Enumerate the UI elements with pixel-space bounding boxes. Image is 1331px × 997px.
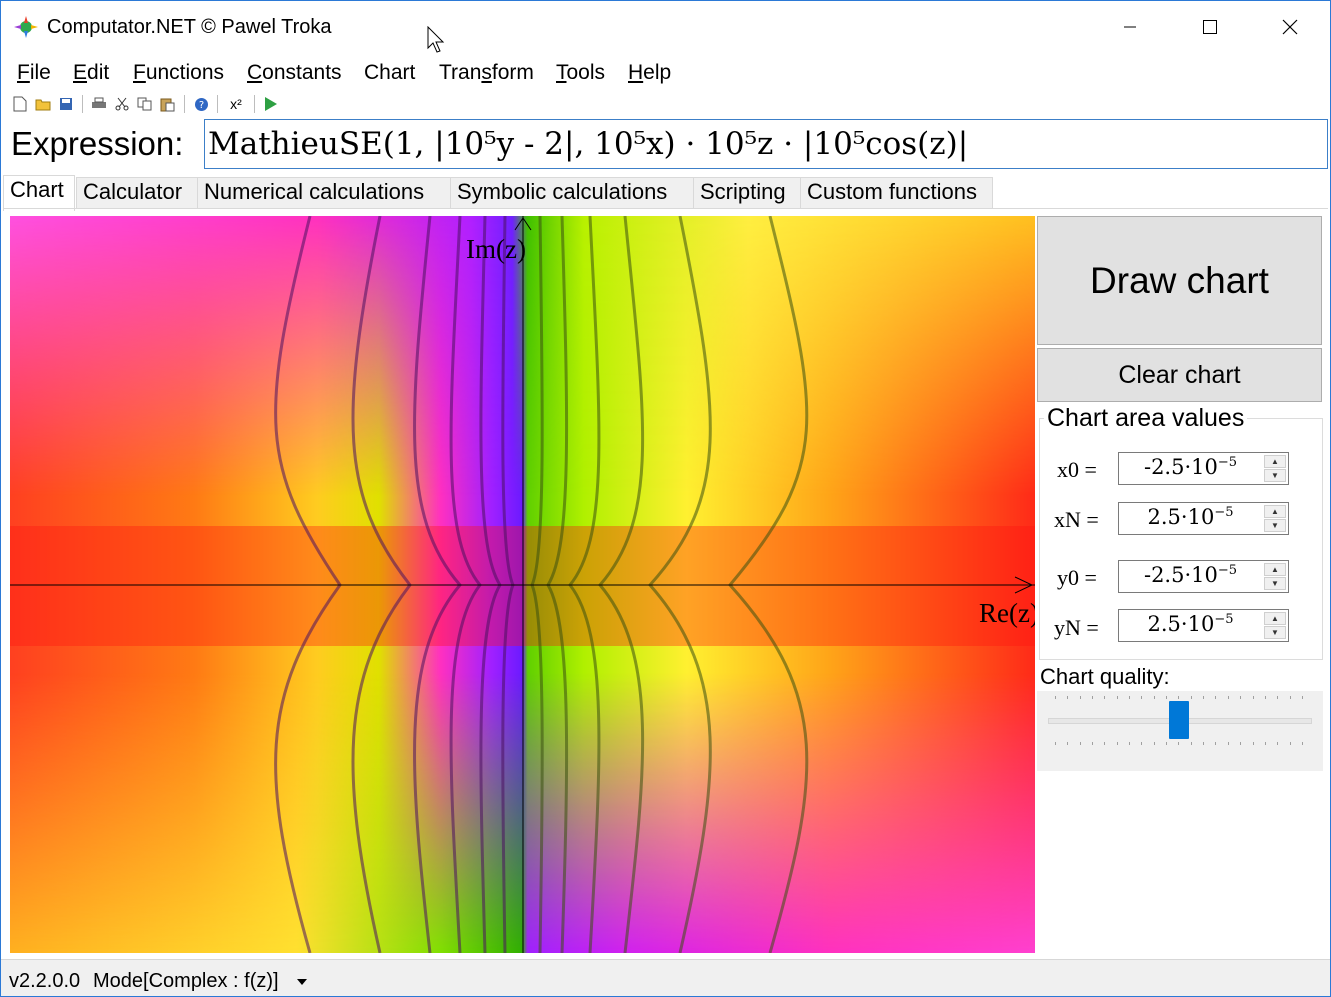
play-icon [265, 97, 277, 111]
tab-calculator[interactable]: Calculator [76, 177, 198, 209]
cut-button[interactable] [113, 95, 131, 113]
chevron-down-icon[interactable] [297, 979, 307, 985]
open-folder-icon [35, 99, 51, 111]
tab-numerical-calculations[interactable]: Numerical calculations [197, 177, 451, 209]
close-icon [1282, 19, 1298, 35]
tab-symbolic-calculations[interactable]: Symbolic calculations [450, 177, 694, 209]
clear-chart-button[interactable]: Clear chart [1037, 348, 1322, 402]
y0-spin-buttons: ▲ ▼ [1264, 563, 1286, 590]
menu-transform[interactable]: Transform [439, 61, 534, 84]
new-file-icon [13, 96, 27, 112]
y0-label: y0 = [1057, 565, 1097, 590]
tab-custom-functions[interactable]: Custom functions [800, 177, 993, 209]
help-icon: ? [194, 97, 208, 111]
xN-stepper[interactable]: 2.5·10−5 ▲ ▼ [1118, 502, 1289, 535]
tab-panel-border [3, 208, 1328, 209]
tab-scripting[interactable]: Scripting [693, 177, 801, 209]
scissors-icon [115, 97, 129, 111]
menu-constants[interactable]: Constants [247, 61, 342, 84]
xN-decrement-button[interactable]: ▼ [1264, 519, 1286, 532]
maximize-button[interactable] [1170, 1, 1250, 53]
y0-value: -2.5·10−5 [1143, 563, 1238, 587]
x0-spin-buttons: ▲ ▼ [1264, 455, 1286, 482]
chart-quality-label: Chart quality: [1040, 664, 1170, 689]
paste-button[interactable] [159, 95, 177, 113]
y0-increment-button[interactable]: ▲ [1264, 563, 1286, 576]
window-title: Computator.NET © Pawel Troka [47, 16, 332, 38]
expression-label: Expression: [11, 125, 184, 162]
print-button[interactable] [90, 95, 108, 113]
x0-decrement-button[interactable]: ▼ [1264, 469, 1286, 482]
mouse-cursor-icon [427, 26, 445, 53]
svg-text:?: ? [198, 100, 203, 111]
copy-icon [137, 97, 152, 111]
menu-functions[interactable]: Functions [133, 61, 225, 84]
paste-icon [160, 98, 175, 111]
slider-ticks-bottom [1055, 742, 1303, 745]
x0-value: -2.5·10−5 [1143, 455, 1238, 479]
toolbar-separator [217, 95, 218, 113]
mode-dropdown[interactable]: Mode[Complex : f(z)] [93, 970, 279, 992]
menu-chart[interactable]: Chart [364, 61, 416, 84]
toolbar-separator [82, 95, 83, 113]
tab-chart[interactable]: Chart [3, 175, 75, 211]
yN-stepper[interactable]: 2.5·10−5 ▲ ▼ [1118, 609, 1289, 642]
minimize-icon [1124, 26, 1136, 28]
x0-increment-button[interactable]: ▲ [1264, 455, 1286, 468]
chart-area-values-title: Chart area values [1044, 404, 1248, 433]
menu-help[interactable]: Help [628, 61, 672, 84]
menu-bar: File Edit Functions Constants Chart Tran… [1, 57, 1330, 89]
expression-value: MathieuSE(1, |10⁵y - 2|, 10⁵x) · 10⁵z · … [208, 126, 969, 162]
print-icon [92, 97, 106, 108]
status-bar: v2.2.0.0 Mode[Complex : f(z)] [1, 959, 1330, 996]
toolbar-separator [184, 95, 185, 113]
xN-label: xN = [1054, 507, 1099, 532]
y-axis-label: Im(z) [466, 234, 526, 264]
x0-stepper[interactable]: -2.5·10−5 ▲ ▼ [1118, 452, 1289, 485]
domain-coloring-plot [10, 216, 1035, 953]
chart-quality-slider[interactable] [1037, 691, 1323, 771]
yN-increment-button[interactable]: ▲ [1264, 612, 1286, 625]
x0-label: x0 = [1057, 457, 1097, 482]
y0-decrement-button[interactable]: ▼ [1264, 577, 1286, 590]
run-button[interactable] [262, 95, 280, 113]
yN-decrement-button[interactable]: ▼ [1264, 626, 1286, 639]
yN-value: 2.5·10−5 [1147, 612, 1234, 636]
y0-stepper[interactable]: -2.5·10−5 ▲ ▼ [1118, 560, 1289, 593]
yN-spin-buttons: ▲ ▼ [1264, 612, 1286, 639]
toolbar-separator [254, 95, 255, 113]
copy-button[interactable] [136, 95, 154, 113]
complex-function-chart[interactable]: Im(z) Re(z) [10, 216, 1035, 953]
yN-label: yN = [1054, 615, 1099, 640]
title-bar: Computator.NET © Pawel Troka [1, 1, 1330, 53]
xN-spin-buttons: ▲ ▼ [1264, 505, 1286, 532]
x-axis-label: Re(z) [979, 598, 1035, 628]
slider-ticks-top [1055, 696, 1303, 699]
app-logo-icon [14, 16, 38, 38]
version-label: v2.2.0.0 [9, 970, 81, 992]
expression-input[interactable]: MathieuSE(1, |10⁵y - 2|, 10⁵x) · 10⁵z · … [204, 119, 1328, 169]
toolbar: ? x² [11, 93, 280, 115]
xN-value: 2.5·10−5 [1147, 505, 1234, 529]
minimize-button[interactable] [1090, 1, 1170, 53]
menu-tools[interactable]: Tools [556, 61, 606, 84]
help-button[interactable]: ? [192, 95, 210, 113]
menu-edit[interactable]: Edit [73, 61, 110, 84]
maximize-icon [1203, 20, 1217, 34]
new-file-button[interactable] [11, 95, 29, 113]
menu-file[interactable]: File [17, 61, 51, 84]
slider-thumb[interactable] [1169, 701, 1189, 739]
xN-increment-button[interactable]: ▲ [1264, 505, 1286, 518]
save-icon [60, 98, 72, 110]
exponent-button[interactable]: x² [230, 96, 242, 112]
save-button[interactable] [57, 95, 75, 113]
draw-chart-button[interactable]: Draw chart [1037, 216, 1322, 345]
close-button[interactable] [1250, 1, 1330, 53]
open-file-button[interactable] [34, 95, 52, 113]
